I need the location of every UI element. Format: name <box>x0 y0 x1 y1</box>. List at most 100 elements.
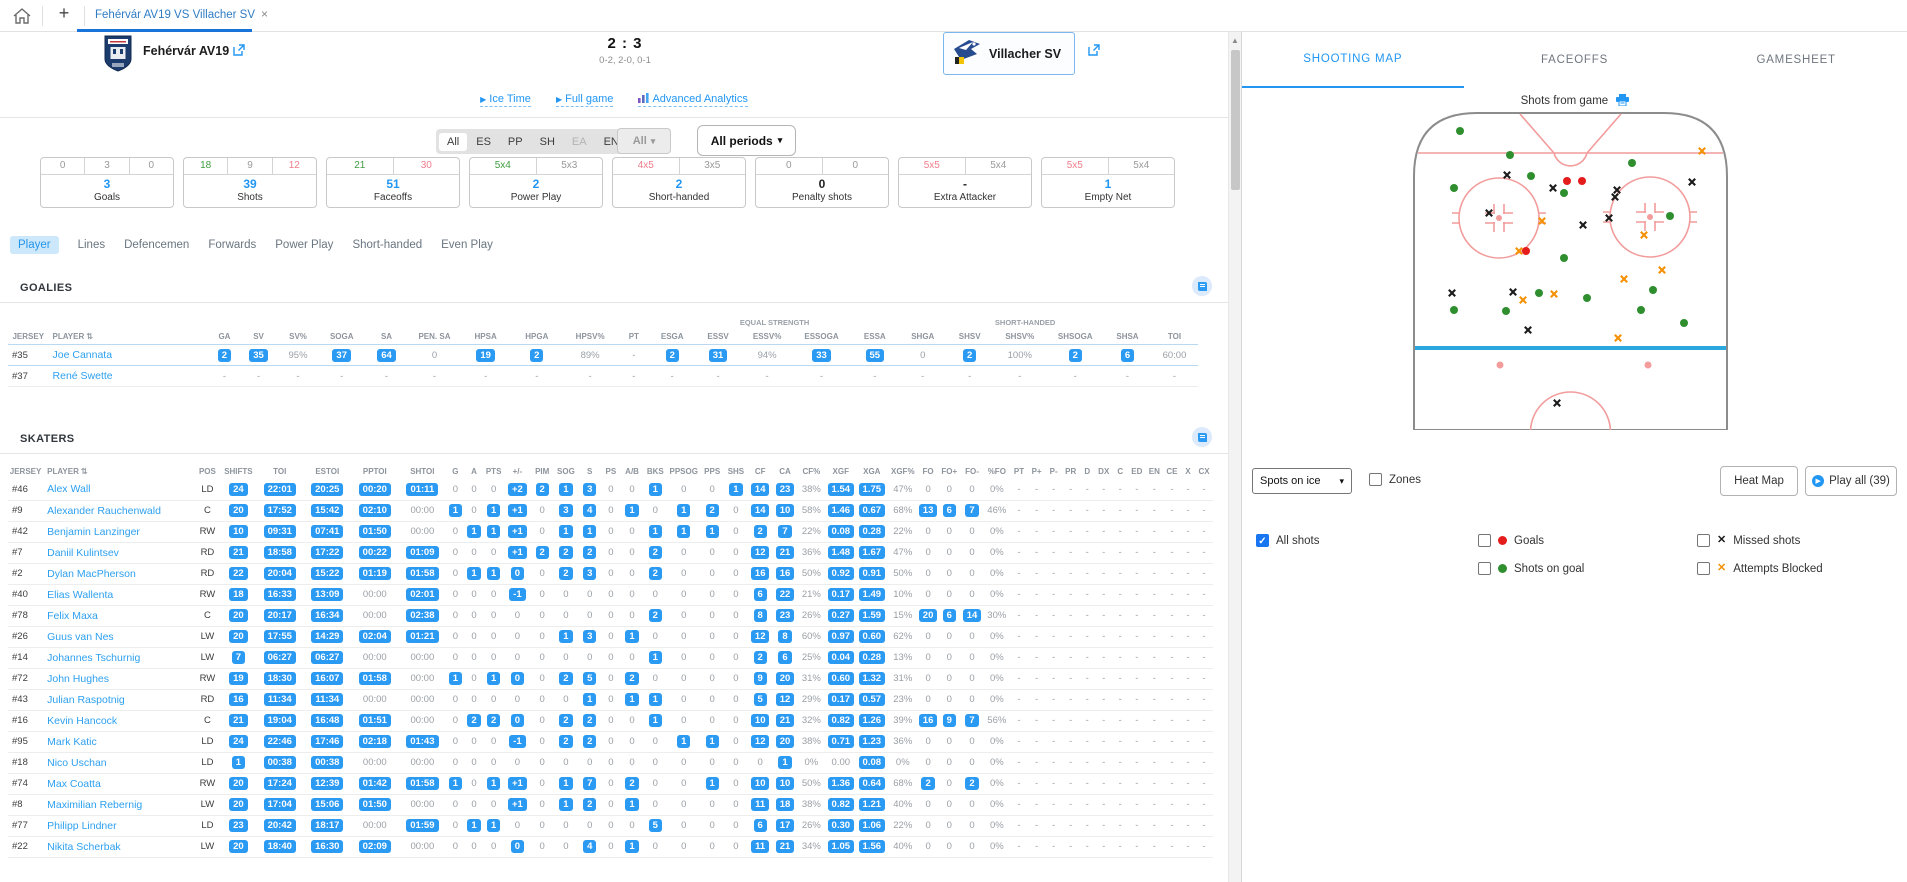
tab-even-play[interactable]: Even Play <box>441 239 493 251</box>
tab-player[interactable]: Player <box>10 236 59 254</box>
shot-shots-on-goal[interactable] <box>1560 189 1568 197</box>
shot-missed-shots[interactable] <box>1485 209 1493 217</box>
shot-attempts-blocked[interactable] <box>1658 266 1666 274</box>
shot-shots-on-goal[interactable] <box>1527 172 1535 180</box>
shot-attempts-blocked[interactable] <box>1515 247 1523 255</box>
column-header-toi[interactable]: TOI <box>1167 332 1182 341</box>
shot-goals[interactable] <box>1522 247 1530 255</box>
column-header-xga[interactable]: XGA <box>863 467 881 476</box>
player-link[interactable]: Joe Cannata <box>52 349 113 361</box>
tab-faceoffs[interactable]: FACEOFFS <box>1540 54 1609 66</box>
column-header-cx[interactable]: CX <box>1198 467 1210 476</box>
column-header-cf[interactable]: CF <box>754 467 766 476</box>
column-header-hpsv%[interactable]: HPSV% <box>575 332 605 341</box>
scroll-up-icon[interactable]: ▲ <box>1231 36 1239 45</box>
column-header-ed[interactable]: ED <box>1131 467 1143 476</box>
column-header-player[interactable]: PLAYER ⇅ <box>52 332 93 341</box>
column-header-soga[interactable]: SOGA <box>329 332 354 341</box>
strength-option-es[interactable]: ES <box>476 135 491 148</box>
column-header-pptoi[interactable]: PPTOI <box>362 467 387 476</box>
column-header-ga[interactable]: GA <box>218 332 231 341</box>
column-header-+/-[interactable]: +/- <box>512 467 523 476</box>
shot-missed-shots[interactable] <box>1611 193 1619 201</box>
player-link[interactable]: Daniil Kulintsev <box>47 546 119 559</box>
shot-shots-on-goal[interactable] <box>1502 307 1510 315</box>
strength-option-all[interactable]: All <box>439 132 468 151</box>
shot-missed-shots[interactable] <box>1613 186 1621 194</box>
column-header-hpsa[interactable]: HPSA <box>474 332 497 341</box>
player-link[interactable]: Johannes Tschurnig <box>47 651 141 664</box>
shot-missed-shots[interactable] <box>1448 289 1456 297</box>
column-header-p-[interactable]: P- <box>1049 467 1058 476</box>
column-header-shifts[interactable]: SHIFTS <box>224 467 253 476</box>
player-link[interactable]: Philipp Lindner <box>47 819 117 832</box>
column-header-shsv%[interactable]: SHSV% <box>1005 332 1035 341</box>
strength-option-en[interactable]: EN <box>603 135 619 148</box>
column-header-xgf[interactable]: XGF <box>832 467 849 476</box>
column-header-en[interactable]: EN <box>1148 467 1160 476</box>
column-header-player[interactable]: PLAYER ⇅ <box>47 467 88 476</box>
advanced-analytics-link[interactable]: Advanced Analytics <box>638 93 748 107</box>
column-header-sa[interactable]: SA <box>380 332 393 341</box>
column-header-pr[interactable]: PR <box>1065 467 1077 476</box>
team-filter-select[interactable]: All ▾ <box>617 128 671 154</box>
tab-defencemen[interactable]: Defencemen <box>124 239 190 251</box>
column-header-c[interactable]: C <box>1117 467 1124 476</box>
column-header-%fo[interactable]: %FO <box>987 467 1006 476</box>
column-header-pps[interactable]: PPS <box>704 467 721 476</box>
spots-select[interactable]: Spots on ice ▾ <box>1252 468 1352 494</box>
period-filter-select[interactable]: All periods ▾ <box>697 125 796 156</box>
shot-missed-shots[interactable] <box>1524 326 1532 334</box>
column-header-fo[interactable]: FO <box>922 467 934 476</box>
column-header-sv[interactable]: SV <box>253 332 264 341</box>
goals-checkbox[interactable] <box>1478 534 1491 547</box>
player-link[interactable]: Elias Wallenta <box>47 588 114 601</box>
player-link[interactable]: Benjamin Lanzinger <box>47 525 140 538</box>
column-header-cf%[interactable]: CF% <box>802 467 821 476</box>
column-header-toi[interactable]: TOI <box>273 467 287 476</box>
column-header-pos[interactable]: POS <box>198 467 216 476</box>
column-header-x[interactable]: X <box>1185 467 1191 476</box>
full-game-link[interactable]: ▶ Full game <box>555 93 614 107</box>
player-link[interactable]: Felix Maxa <box>47 609 98 622</box>
column-header-esga[interactable]: ESGA <box>660 332 684 341</box>
tab-lines[interactable]: Lines <box>77 239 106 251</box>
away-team-card[interactable]: Villacher SV <box>943 32 1075 75</box>
column-header-essv%[interactable]: ESSV% <box>752 332 782 341</box>
shot-attempts-blocked[interactable] <box>1620 275 1628 283</box>
shot-attempts-blocked[interactable] <box>1640 231 1648 239</box>
shot-attempts-blocked[interactable] <box>1519 296 1527 304</box>
column-header-sv%[interactable]: SV% <box>289 332 307 341</box>
home-icon[interactable] <box>12 7 32 25</box>
player-link[interactable]: Dylan MacPherson <box>47 567 136 580</box>
shot-shots-on-goal[interactable] <box>1666 212 1674 220</box>
shot-shots-on-goal[interactable] <box>1649 286 1657 294</box>
column-header-jersey[interactable]: JERSEY <box>9 467 42 476</box>
column-header-shtoi[interactable]: SHTOI <box>410 467 435 476</box>
shot-shots-on-goal[interactable] <box>1637 306 1645 314</box>
column-header-sog[interactable]: SOG <box>557 467 575 476</box>
heat-map-button[interactable]: Heat Map <box>1720 466 1798 496</box>
strength-option-ea[interactable]: EA <box>571 135 587 148</box>
column-header-bks[interactable]: BKS <box>646 467 664 476</box>
all-shots-checkbox[interactable]: ✓ <box>1256 534 1269 547</box>
scrollbar-thumb[interactable] <box>1231 50 1240 190</box>
column-header-essv[interactable]: ESSV <box>707 332 729 341</box>
report-book-icon[interactable] <box>1192 427 1212 447</box>
shot-shots-on-goal[interactable] <box>1450 184 1458 192</box>
column-header-a[interactable]: A <box>471 467 477 476</box>
player-link[interactable]: Nikita Scherbak <box>47 840 121 853</box>
column-header-essoga[interactable]: ESSOGA <box>804 332 839 341</box>
column-header-p+[interactable]: P+ <box>1031 467 1042 476</box>
column-header-estoi[interactable]: ESTOI <box>315 467 340 476</box>
column-header-d[interactable]: D <box>1084 467 1091 476</box>
player-link[interactable]: Nico Uschan <box>47 756 107 769</box>
tab-shooting-map[interactable]: SHOOTING MAP <box>1242 32 1464 88</box>
column-header-ppsog[interactable]: PPSOG <box>669 467 698 476</box>
column-header-g[interactable]: G <box>452 467 459 476</box>
shot-goals[interactable] <box>1578 177 1586 185</box>
shot-attempts-blocked[interactable] <box>1698 147 1706 155</box>
column-header-pensa[interactable]: PEN. SA <box>418 332 451 341</box>
column-header-shsa[interactable]: SHSA <box>1116 332 1139 341</box>
player-link[interactable]: Alex Wall <box>47 483 91 496</box>
